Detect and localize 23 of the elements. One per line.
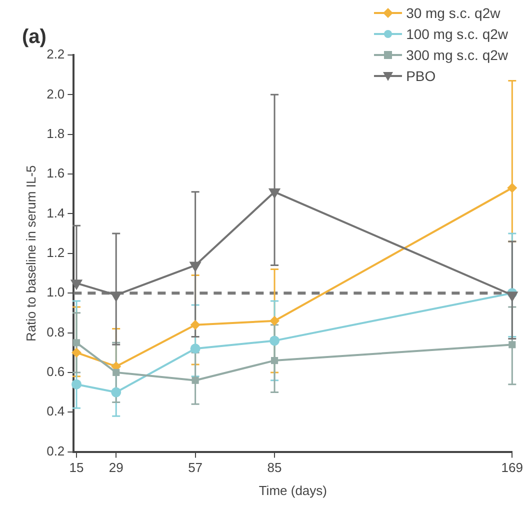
legend-label: 300 mg s.c. q2w <box>406 46 508 62</box>
legend-label: 30 mg s.c. q2w <box>406 4 500 20</box>
y-tick-label: 0.6 <box>46 364 65 380</box>
legend-label: PBO <box>406 68 436 84</box>
x-tick-label: 15 <box>69 460 84 476</box>
chart-title: (a) <box>22 26 46 49</box>
x-tick-label: 29 <box>108 460 124 476</box>
x-axis-title: Time (days) <box>258 482 327 498</box>
y-tick-label: 0.8 <box>46 324 65 340</box>
x-tick-label: 85 <box>267 460 282 476</box>
x-tick-label: 169 <box>501 460 524 476</box>
y-tick-label: 1.2 <box>46 244 65 260</box>
y-tick-label: 1.6 <box>46 166 65 181</box>
y-tick-label: 2.2 <box>46 46 65 62</box>
legend-label: 100 mg s.c. q2w <box>406 26 508 42</box>
y-tick-label: 0.2 <box>46 443 65 458</box>
y-tick-label: 1.8 <box>46 126 65 141</box>
y-tick-label: 1.4 <box>46 205 65 220</box>
y-tick-label: 2.0 <box>46 86 65 102</box>
y-tick-label: 1.0 <box>46 284 65 300</box>
y-axis-title: Ratio to baseline in serum IL-5 <box>23 165 38 342</box>
y-tick-label: 0.4 <box>46 404 65 419</box>
x-tick-label: 57 <box>188 460 203 476</box>
